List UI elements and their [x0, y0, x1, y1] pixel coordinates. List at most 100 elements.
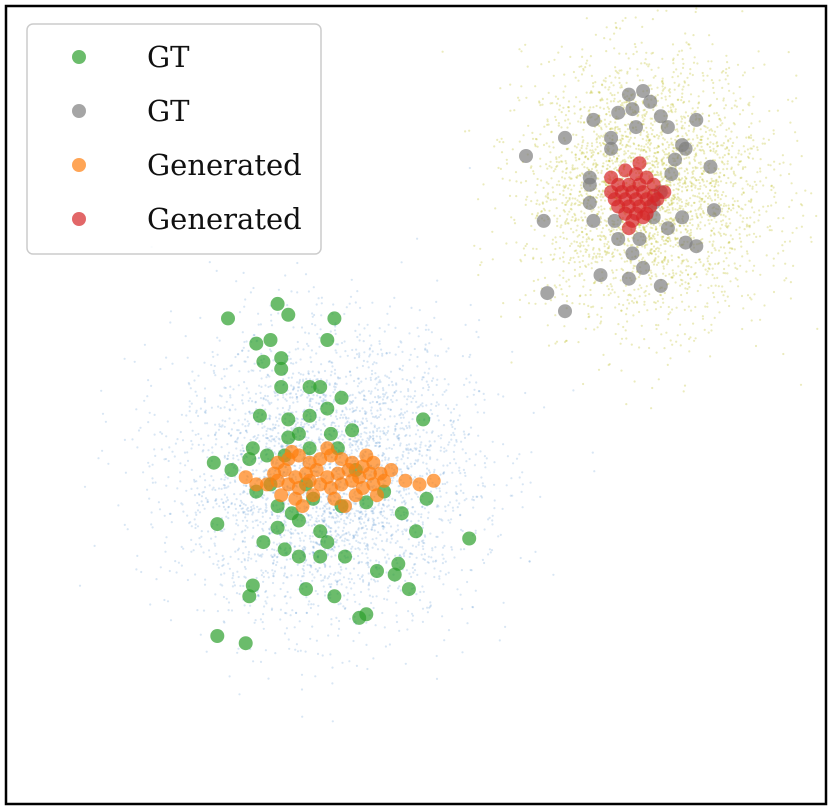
cloud-olive-dot [707, 120, 711, 123]
cloud-blue-dot [194, 526, 197, 530]
cloud-blue-dot [323, 519, 327, 522]
cloud-blue-dot [344, 606, 347, 610]
cloud-blue-dot [197, 374, 200, 377]
cloud-blue-dot [306, 430, 309, 433]
cloud-blue-dot [436, 279, 439, 282]
cloud-blue-dot [406, 628, 409, 631]
cloud-olive-dot [627, 123, 630, 126]
cloud-blue-dot [471, 605, 474, 609]
cloud-blue-dot [411, 506, 414, 509]
cloud-olive-dot [675, 229, 678, 232]
cloud-blue-dot [421, 620, 424, 624]
cloud-blue-dot [247, 556, 250, 559]
cloud-blue-dot [321, 438, 324, 441]
cloud-blue-dot [333, 546, 336, 549]
cloud-blue-dot [364, 524, 367, 528]
cloud-blue-dot [290, 384, 293, 387]
cloud-olive-dot [792, 264, 795, 267]
cloud-blue-dot [385, 391, 388, 394]
cloud-olive-dot [614, 306, 617, 309]
cloud-olive-dot [668, 203, 671, 207]
cloud-blue-dot [360, 527, 363, 530]
cloud-blue-dot [291, 429, 294, 432]
cloud-blue-dot [320, 579, 323, 582]
cloud-blue-dot [463, 548, 466, 551]
cloud-blue-dot [207, 449, 210, 452]
cloud-blue-dot [371, 400, 374, 403]
cloud-blue-dot [346, 517, 349, 520]
cloud-blue-dot [402, 450, 405, 453]
cloud-blue-dot [245, 431, 249, 434]
cloud-olive-dot [732, 204, 735, 207]
cloud-blue-dot [390, 537, 393, 540]
cloud-blue-dot [410, 520, 413, 523]
cloud-blue-dot [456, 588, 459, 591]
cloud-blue-dot [447, 443, 450, 446]
cloud-blue-dot [334, 415, 338, 418]
cloud-olive-dot [672, 222, 676, 225]
cloud-blue-dot [441, 531, 444, 534]
cloud-blue-dot [295, 361, 298, 364]
cloud-blue-dot [280, 566, 283, 570]
cloud-blue-dot [293, 387, 296, 390]
cloud-blue-dot [282, 445, 285, 448]
cloud-blue-dot [425, 431, 428, 434]
cloud-blue-dot [493, 507, 496, 510]
cloud-blue-dot [179, 480, 182, 483]
cloud-olive-dot [694, 167, 697, 170]
cloud-blue-dot [362, 398, 365, 401]
cloud-blue-dot [311, 625, 314, 628]
cloud-blue-dot [296, 291, 299, 294]
cloud-blue-dot [362, 389, 365, 392]
cloud-olive-dot [670, 143, 673, 146]
cloud-blue-dot [309, 518, 312, 521]
cloud-blue-dot [167, 459, 170, 463]
cloud-blue-dot [237, 647, 240, 650]
cloud-blue-dot [369, 376, 372, 379]
cloud-olive-dot [642, 148, 645, 152]
cloud-blue-dot [356, 377, 360, 380]
cloud-olive-dot [648, 238, 651, 241]
cloud-blue-dot [203, 397, 206, 400]
cloud-blue-dot [215, 438, 218, 441]
cloud-blue-dot [347, 417, 350, 420]
cloud-blue-dot [404, 579, 407, 583]
cloud-olive-dot [720, 223, 724, 226]
cloud-blue-dot [376, 353, 379, 356]
cloud-blue-dot [307, 394, 310, 397]
cloud-blue-dot [381, 454, 384, 457]
cloud-olive-dot [772, 186, 775, 189]
cloud-olive-dot [726, 160, 729, 163]
cloud-blue-dot [329, 530, 332, 533]
cloud-blue-dot [407, 538, 410, 541]
cloud-blue-dot [433, 470, 436, 474]
cloud-blue-dot [271, 429, 274, 432]
cloud-blue-dot [299, 464, 302, 467]
cloud-blue-dot [212, 562, 215, 566]
cloud-olive-dot [536, 177, 539, 181]
cloud-blue-dot [491, 440, 494, 443]
cloud-olive-dot [662, 239, 665, 242]
cloud-olive-dot [547, 192, 550, 195]
cloud-blue-dot [241, 447, 244, 450]
cloud-blue-dot [242, 271, 245, 274]
cloud-blue-dot [324, 399, 327, 402]
cloud-olive-dot [699, 138, 702, 141]
cloud-olive-dot [617, 72, 620, 75]
cloud-blue-dot [355, 531, 358, 534]
cloud-blue-dot [270, 350, 273, 353]
cloud-olive-dot [711, 129, 714, 132]
cloud-blue-dot [364, 412, 367, 415]
cloud-blue-dot [405, 528, 408, 531]
cloud-blue-dot [367, 517, 370, 520]
cloud-blue-dot [334, 349, 337, 352]
cloud-olive-dot [538, 101, 541, 104]
cloud-blue-dot [385, 560, 388, 563]
cloud-blue-dot [296, 421, 299, 424]
cloud-olive-dot [575, 176, 579, 179]
cloud-blue-dot [322, 585, 325, 588]
cloud-olive-dot [698, 258, 701, 261]
cloud-blue-dot [339, 602, 342, 605]
cloud-blue-dot [201, 504, 205, 507]
cloud-blue-dot [175, 571, 178, 574]
